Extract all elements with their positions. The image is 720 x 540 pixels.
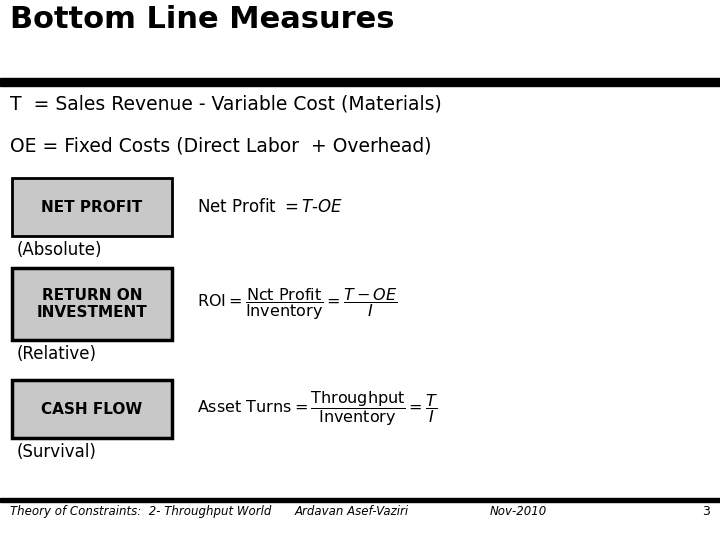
Text: (Relative): (Relative)	[17, 345, 97, 363]
Text: T  = Sales Revenue - Variable Cost (Materials): T = Sales Revenue - Variable Cost (Mater…	[10, 95, 442, 114]
Text: Theory of Constraints:  2- Throughput World: Theory of Constraints: 2- Throughput Wor…	[10, 505, 271, 518]
Text: RETURN ON
INVESTMENT: RETURN ON INVESTMENT	[37, 288, 148, 320]
Text: Ardavan Asef-Vaziri: Ardavan Asef-Vaziri	[295, 505, 409, 518]
Bar	[0, 78, 720, 86]
Text: 3: 3	[702, 505, 710, 518]
Text: $\mathrm{Asset\ Turns} = \dfrac{\mathrm{Throughput}}{\mathrm{Inventory}} = \dfra: $\mathrm{Asset\ Turns} = \dfrac{\mathrm{…	[197, 389, 438, 429]
Text: CASH FLOW: CASH FLOW	[41, 402, 143, 416]
Bar	[12, 178, 172, 236]
Text: OE = Fixed Costs (Direct Labor  + Overhead): OE = Fixed Costs (Direct Labor + Overhea…	[10, 137, 431, 156]
Bar	[12, 268, 172, 340]
Text: Nov-2010: Nov-2010	[490, 505, 547, 518]
Text: (Absolute): (Absolute)	[17, 241, 102, 259]
Text: NET PROFIT: NET PROFIT	[41, 199, 143, 214]
Bar	[0, 498, 720, 502]
Text: Net Profit $= \mathit{T\text{-}OE}$: Net Profit $= \mathit{T\text{-}OE}$	[197, 198, 343, 216]
Bar	[12, 380, 172, 438]
Text: $\mathrm{ROI} = \dfrac{\mathrm{Nct\ Profit}}{\mathrm{Inventory}} = \dfrac{\mathi: $\mathrm{ROI} = \dfrac{\mathrm{Nct\ Prof…	[197, 286, 397, 322]
Text: (Survival): (Survival)	[17, 443, 97, 461]
Text: Bottom Line Measures: Bottom Line Measures	[10, 5, 395, 34]
